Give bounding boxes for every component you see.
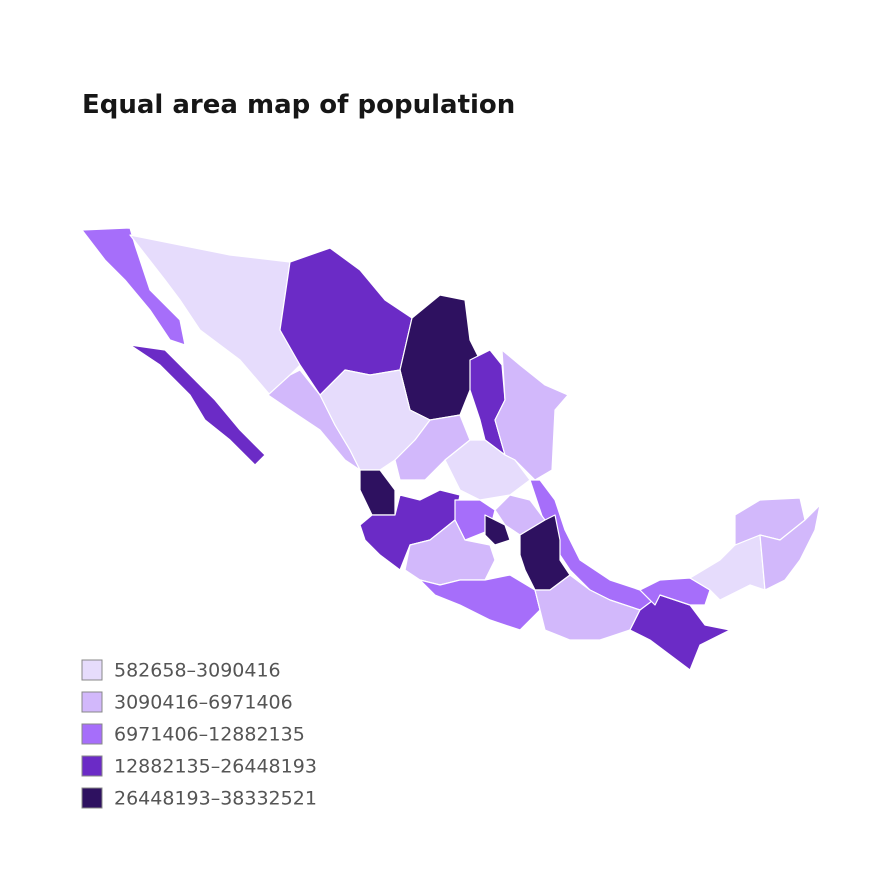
legend-swatch xyxy=(81,723,103,745)
legend-swatch xyxy=(81,691,103,713)
legend-label: 26448193–38332521 xyxy=(114,788,317,810)
legend: 582658–3090416 3090416–6971406 6971406–128… xyxy=(81,659,317,810)
legend-swatch xyxy=(81,755,103,777)
legend-label: 6971406–12882135 xyxy=(114,724,305,746)
state-region xyxy=(759,504,821,591)
state-region xyxy=(484,514,511,546)
legend-label: 582658–3090416 xyxy=(114,660,281,682)
state-region xyxy=(129,344,266,466)
legend-label: 12882135–26448193 xyxy=(114,756,317,778)
state-region xyxy=(404,519,496,586)
map xyxy=(81,227,821,671)
legend-label: 3090416–6971406 xyxy=(114,692,293,714)
state-region xyxy=(444,439,531,501)
map-title: Equal area map of population xyxy=(82,90,515,120)
state-region xyxy=(359,469,396,516)
state-region xyxy=(629,594,731,671)
legend-swatch xyxy=(81,787,103,809)
state-region xyxy=(399,294,481,421)
legend-swatch xyxy=(81,659,103,681)
state-region xyxy=(469,349,506,456)
